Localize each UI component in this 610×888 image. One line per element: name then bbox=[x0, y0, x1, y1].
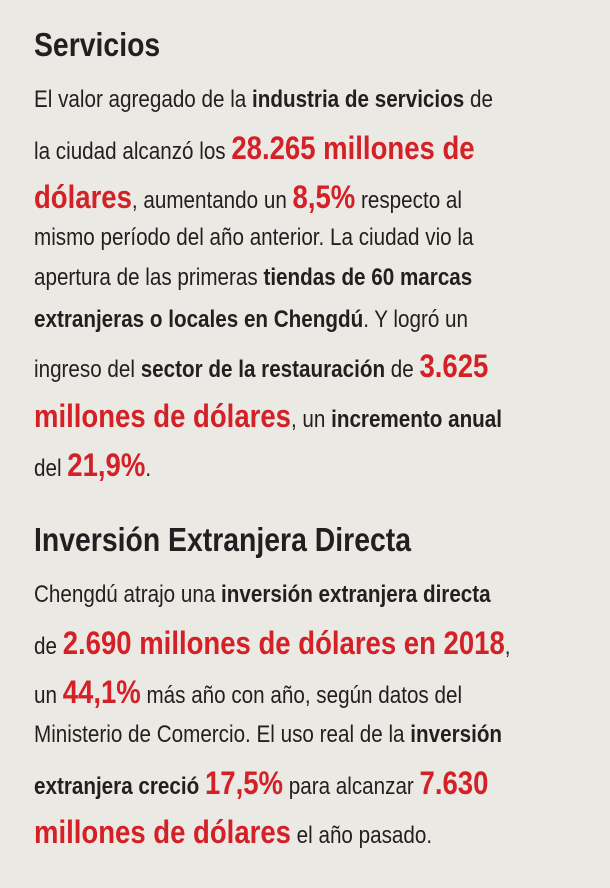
text: , un bbox=[290, 406, 332, 433]
section-title: Inversión Extranjera Directa bbox=[34, 521, 412, 558]
text-line: apertura de las primeras tiendas de 60 m… bbox=[34, 258, 472, 298]
highlight: millones de dólares bbox=[34, 398, 291, 434]
text-line: Chengdú atrajo una inversión extranjera … bbox=[34, 575, 491, 615]
highlight: millones de dólares bbox=[34, 814, 291, 850]
text: apertura de las primeras bbox=[34, 264, 264, 291]
text: de bbox=[464, 86, 493, 113]
text: la ciudad alcanzó los bbox=[34, 138, 232, 165]
text: respecto al bbox=[355, 187, 462, 214]
highlight: dólares bbox=[34, 179, 132, 215]
text: Ministerio de Comercio. El uso real de l… bbox=[34, 721, 411, 748]
text-line: extranjeras o locales en Chengdú. Y logr… bbox=[34, 300, 468, 340]
text: para alcanzar bbox=[282, 773, 420, 800]
highlight: 3.625 bbox=[419, 348, 489, 384]
text-line: millones de dólares el año pasado. bbox=[34, 812, 432, 852]
text: , aumentando un bbox=[131, 187, 293, 214]
section-title: Servicios bbox=[34, 26, 161, 63]
text-line: millones de dólares, un incremento anual bbox=[34, 396, 502, 436]
text: del bbox=[34, 455, 68, 482]
text-line: la ciudad alcanzó los 28.265 millones de bbox=[34, 128, 475, 168]
highlight: 44,1% bbox=[62, 674, 141, 710]
text-line: dólares, aumentando un 8,5% respecto al bbox=[34, 177, 462, 217]
text-line: mismo período del año anterior. La ciuda… bbox=[34, 218, 473, 258]
bold-text: incremento anual bbox=[331, 406, 503, 433]
bold-text: extranjeras o locales en Chengdú bbox=[34, 306, 364, 333]
text: , bbox=[504, 633, 511, 660]
text: mismo período del año anterior. La ciuda… bbox=[34, 224, 474, 251]
highlight: 21,9% bbox=[67, 447, 146, 483]
highlight: 8,5% bbox=[292, 179, 356, 215]
bold-text: sector de la restauración bbox=[140, 356, 386, 383]
bold-text: inversión extranjera directa bbox=[221, 581, 491, 608]
text: de bbox=[385, 356, 420, 383]
text-line: Ministerio de Comercio. El uso real de l… bbox=[34, 715, 502, 755]
text: . bbox=[145, 455, 152, 482]
text-line: extranjera creció 17,5% para alcanzar 7.… bbox=[34, 763, 488, 803]
text-line: El valor agregado de la industria de ser… bbox=[34, 80, 493, 120]
bold-text: inversión bbox=[410, 721, 503, 748]
bold-text: tiendas de 60 marcas bbox=[263, 264, 473, 291]
text-line: un 44,1% más año con año, según datos de… bbox=[34, 672, 462, 712]
text: de bbox=[34, 633, 63, 660]
text: Chengdú atrajo una bbox=[34, 581, 222, 608]
text-line: ingreso del sector de la restauración de… bbox=[34, 346, 488, 386]
text: El valor agregado de la bbox=[34, 86, 253, 113]
highlight: 7.630 bbox=[419, 765, 489, 801]
highlight: 2.690 millones de dólares en 2018 bbox=[62, 625, 505, 661]
text: un bbox=[34, 682, 63, 709]
highlight: 28.265 millones de bbox=[231, 130, 475, 166]
text-line: del 21,9%. bbox=[34, 445, 151, 485]
text: más año con año, según datos del bbox=[140, 682, 463, 709]
bold-text: industria de servicios bbox=[252, 86, 465, 113]
highlight: 17,5% bbox=[204, 765, 283, 801]
text: el año pasado. bbox=[290, 822, 433, 849]
text: . Y logró un bbox=[363, 306, 469, 333]
bold-text: extranjera creció bbox=[34, 773, 200, 800]
text: ingreso del bbox=[34, 356, 141, 383]
text-line: de 2.690 millones de dólares en 2018, bbox=[34, 623, 511, 663]
